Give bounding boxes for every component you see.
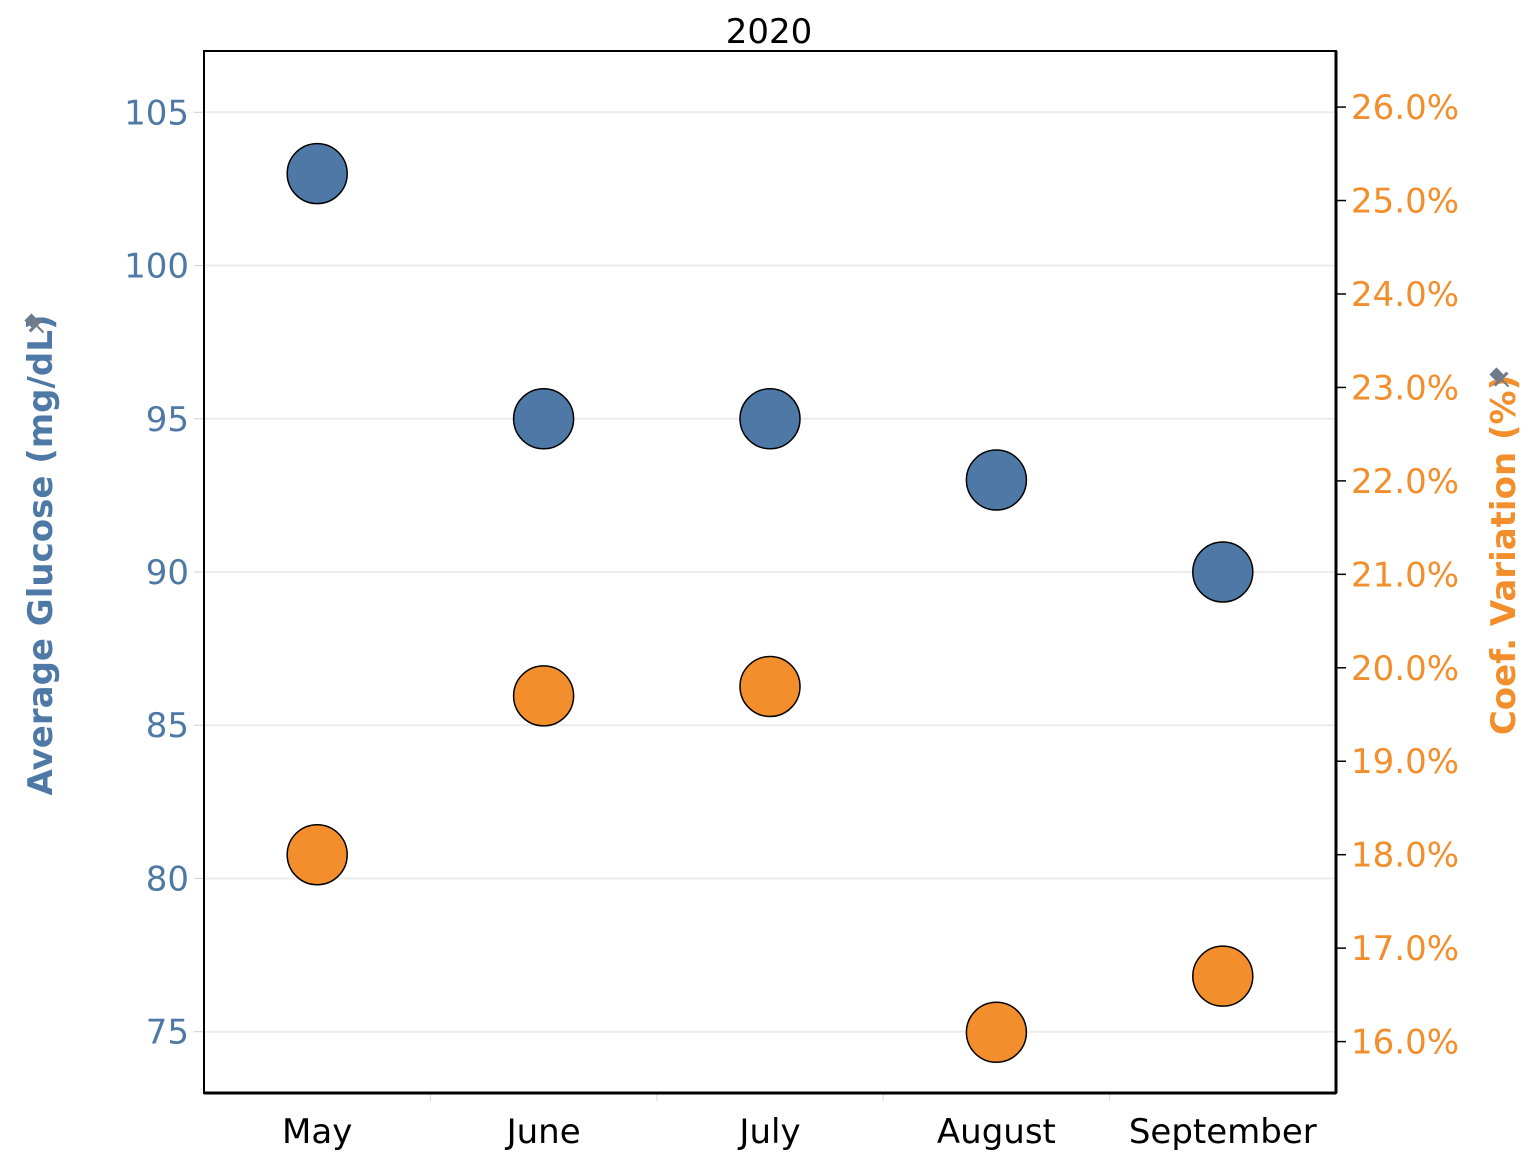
data-points <box>286 142 1254 1064</box>
right-tick-label: 17.0% <box>1351 929 1459 969</box>
right-tick-label: 20.0% <box>1351 649 1459 689</box>
cv-point-june[interactable] <box>512 665 575 727</box>
right-tick-label: 25.0% <box>1351 182 1459 222</box>
x-tick-label: June <box>505 1112 581 1152</box>
glucose-point-june[interactable] <box>512 388 575 450</box>
right-tick-label: 24.0% <box>1351 275 1459 315</box>
left-tick-label: 80 <box>146 859 189 899</box>
cv-point-may[interactable] <box>286 823 348 886</box>
right-tick-label: 16.0% <box>1351 1023 1459 1063</box>
left-tick-label: 105 <box>124 93 189 133</box>
right-tick-label: 22.0% <box>1351 462 1459 502</box>
gridlines <box>204 111 1336 1033</box>
x-tick-label: September <box>1129 1112 1317 1152</box>
right-axis-ticks: 16.0% 17.0% 18.0% 19.0% 20.0% 21.0% 22.0% 23.0%… <box>1336 88 1459 1063</box>
left-tick-label: 75 <box>146 1013 189 1053</box>
right-tick-label: 26.0% <box>1351 88 1459 128</box>
right-tick-label: 21.0% <box>1351 555 1459 595</box>
glucose-point-may[interactable] <box>286 142 348 205</box>
left-axis-title: Average Glucose (mg/dL) <box>21 315 61 796</box>
cv-point-july[interactable] <box>739 655 801 718</box>
x-axis-ticks: May June July August September <box>282 1093 1317 1152</box>
left-tick-label: 90 <box>146 553 189 593</box>
left-tick-label: 100 <box>124 247 189 287</box>
right-tick-label: 23.0% <box>1351 368 1459 408</box>
right-axis-title: Coef. Variation (%) <box>1484 375 1524 735</box>
cv-point-september[interactable] <box>1192 945 1254 1007</box>
glucose-point-september[interactable] <box>1192 541 1254 603</box>
cv-point-august[interactable] <box>965 1001 1028 1064</box>
glucose-point-july[interactable] <box>739 388 801 450</box>
x-tick-label: August <box>937 1112 1056 1152</box>
x-tick-label: May <box>282 1112 352 1152</box>
left-tick-label: 95 <box>146 400 189 440</box>
left-axis-ticks: 75 80 85 90 95 100 105 <box>124 93 204 1053</box>
x-tick-label: July <box>737 1112 800 1152</box>
chart-title: 2020 <box>726 12 813 52</box>
glucose-point-august[interactable] <box>965 449 1028 511</box>
right-tick-label: 18.0% <box>1351 836 1459 876</box>
left-tick-label: 85 <box>146 706 189 746</box>
right-tick-label: 19.0% <box>1351 742 1459 782</box>
